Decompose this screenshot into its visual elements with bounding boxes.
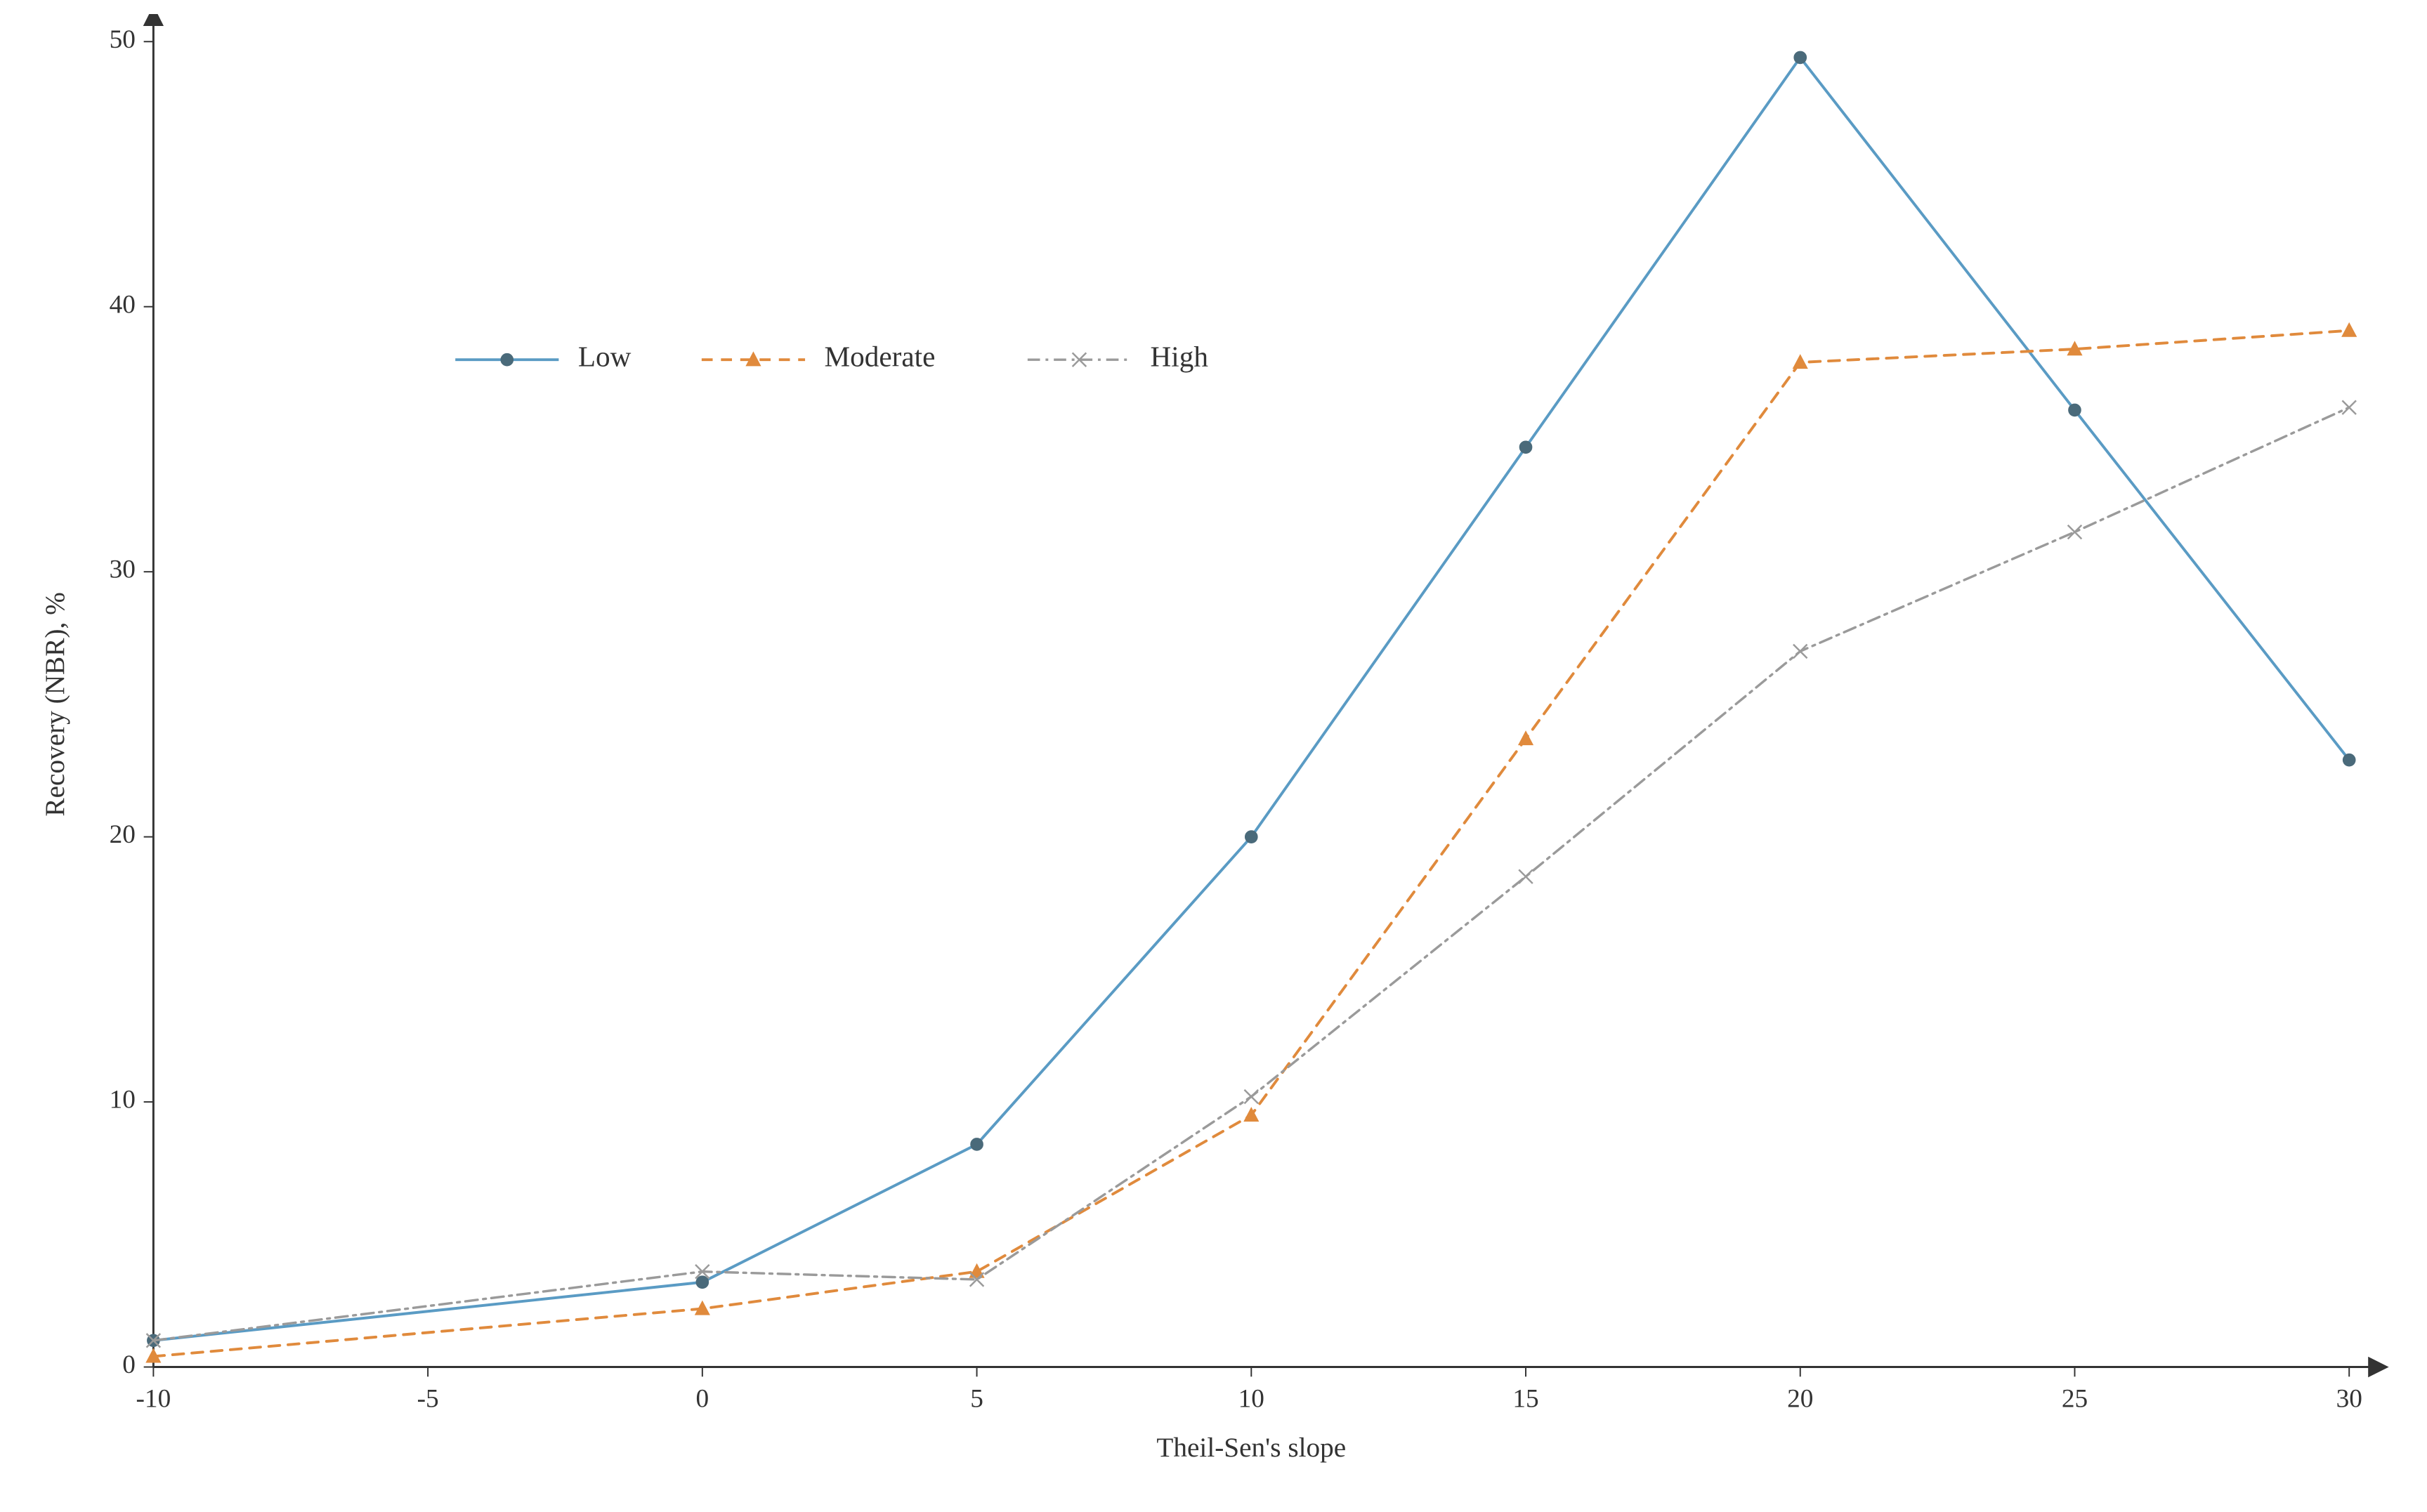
y-tick-label: 50 xyxy=(110,25,136,54)
marker-circle xyxy=(1519,441,1532,454)
x-tick-label: 25 xyxy=(2062,1384,2088,1413)
x-tick-label: -5 xyxy=(417,1384,439,1413)
x-tick-label: 15 xyxy=(1512,1384,1538,1413)
line-chart: 0 10 20 30 40 50 -10 -5 0 5 10 15 20 25 30 Theil-Sen's … xyxy=(14,14,2399,1498)
x-tick-label: 10 xyxy=(1238,1384,1264,1413)
y-tick-label: 30 xyxy=(110,556,136,584)
chart-background xyxy=(15,14,2397,1498)
marker-circle xyxy=(2343,754,2355,766)
marker-circle xyxy=(696,1276,709,1289)
marker-circle xyxy=(1794,51,1807,64)
x-tick-label: 20 xyxy=(1787,1384,1813,1413)
y-axis-title: Recovery (NBR), % xyxy=(40,592,70,816)
legend-label-low: Low xyxy=(578,341,632,373)
y-tick-label: 20 xyxy=(110,820,136,849)
y-tick-label: 10 xyxy=(110,1086,136,1115)
x-tick-label: -10 xyxy=(136,1384,171,1413)
marker-circle xyxy=(971,1138,983,1151)
x-axis-title: Theil-Sen's slope xyxy=(1156,1433,1346,1463)
legend-label-moderate: Moderate xyxy=(825,341,936,373)
marker-circle xyxy=(1245,831,1257,843)
y-tick-label: 40 xyxy=(110,290,136,319)
x-tick-label: 30 xyxy=(2336,1384,2362,1413)
chart-container: 0 10 20 30 40 50 -10 -5 0 5 10 15 20 25 30 Theil-Sen's … xyxy=(0,0,2427,1512)
marker-circle xyxy=(2069,404,2081,416)
y-tick-label: 0 xyxy=(122,1350,136,1379)
x-tick-label: 0 xyxy=(696,1384,709,1413)
marker-circle xyxy=(501,353,513,366)
x-tick-label: 5 xyxy=(970,1384,983,1413)
legend-label-high: High xyxy=(1151,341,1209,373)
